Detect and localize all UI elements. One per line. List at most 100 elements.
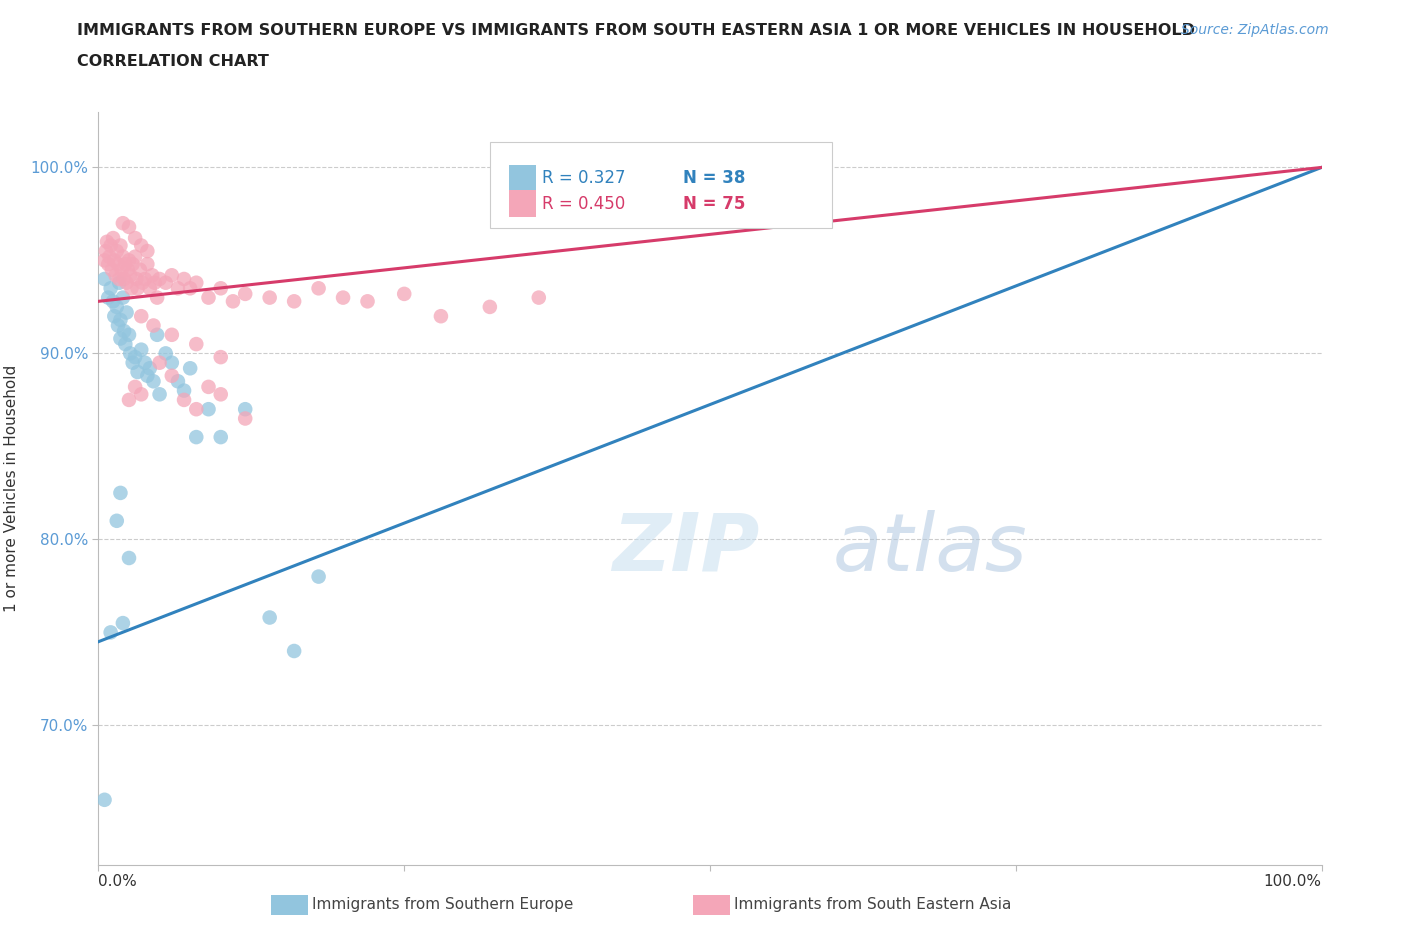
Point: [108, 272, 131, 286]
Point: [186, 275, 208, 290]
Point: [146, 290, 169, 305]
Point: [173, 392, 195, 407]
Point: [103, 253, 125, 268]
Point: [129, 387, 152, 402]
Point: [97, 257, 120, 272]
Point: [160, 327, 183, 342]
Point: [112, 324, 135, 339]
Point: [173, 272, 195, 286]
Text: R = 0.450: R = 0.450: [543, 194, 626, 212]
Point: [129, 309, 152, 324]
Point: [142, 318, 165, 333]
Point: [93, 792, 115, 807]
Point: [222, 294, 245, 309]
Point: [134, 355, 156, 370]
Point: [209, 387, 232, 402]
Point: [93, 272, 115, 286]
Text: ZIP: ZIP: [612, 510, 759, 588]
Point: [93, 253, 115, 268]
Point: [134, 272, 156, 286]
Point: [392, 286, 416, 301]
Point: [97, 290, 120, 305]
Text: R = 0.327: R = 0.327: [543, 169, 626, 187]
Point: [110, 331, 132, 346]
Point: [259, 290, 281, 305]
Point: [120, 268, 142, 283]
Text: 0.0%: 0.0%: [98, 874, 138, 889]
Text: Immigrants from Southern Europe: Immigrants from Southern Europe: [312, 897, 574, 912]
Point: [96, 234, 118, 249]
Text: Source: ZipAtlas.com: Source: ZipAtlas.com: [1181, 23, 1329, 37]
Point: [233, 286, 256, 301]
Text: N = 75: N = 75: [683, 194, 745, 212]
Point: [118, 551, 141, 565]
Point: [142, 374, 165, 389]
Point: [121, 355, 143, 370]
Point: [111, 616, 134, 631]
Point: [186, 337, 208, 352]
Point: [100, 238, 122, 253]
Point: [160, 355, 183, 370]
Point: [141, 268, 163, 283]
Point: [186, 402, 208, 417]
Point: [332, 290, 354, 305]
Point: [111, 216, 134, 231]
Point: [186, 430, 208, 445]
Text: Immigrants from South Eastern Asia: Immigrants from South Eastern Asia: [734, 897, 1011, 912]
Point: [430, 309, 453, 324]
Point: [101, 231, 124, 246]
Point: [127, 281, 149, 296]
Point: [105, 244, 128, 259]
FancyBboxPatch shape: [489, 141, 832, 229]
Point: [149, 387, 172, 402]
Point: [108, 275, 131, 290]
Point: [197, 402, 219, 417]
Point: [129, 238, 152, 253]
Point: [100, 625, 122, 640]
Point: [110, 485, 132, 500]
Text: atlas: atlas: [832, 510, 1028, 588]
Point: [139, 361, 162, 376]
Point: [107, 257, 129, 272]
Point: [259, 610, 281, 625]
Point: [124, 231, 146, 246]
Point: [308, 569, 330, 584]
Point: [167, 281, 190, 296]
Point: [129, 262, 152, 277]
Point: [125, 272, 148, 286]
Point: [136, 257, 159, 272]
Point: [114, 337, 136, 352]
Point: [120, 346, 142, 361]
Point: [356, 294, 378, 309]
Point: [179, 281, 201, 296]
Point: [115, 275, 138, 290]
Point: [149, 355, 172, 370]
Point: [120, 281, 142, 296]
FancyBboxPatch shape: [509, 190, 536, 217]
Point: [107, 318, 129, 333]
Text: N = 38: N = 38: [683, 169, 745, 187]
Point: [118, 392, 141, 407]
Point: [100, 281, 122, 296]
FancyBboxPatch shape: [509, 166, 536, 193]
Point: [124, 249, 146, 264]
Text: 100.0%: 100.0%: [1264, 874, 1322, 889]
Point: [110, 238, 132, 253]
Point: [146, 327, 169, 342]
Point: [101, 262, 124, 277]
Point: [105, 299, 128, 314]
Point: [179, 361, 201, 376]
Point: [111, 262, 134, 277]
Text: CORRELATION CHART: CORRELATION CHART: [77, 54, 269, 69]
Point: [111, 290, 134, 305]
Point: [121, 257, 143, 272]
Point: [98, 249, 121, 264]
Point: [127, 365, 149, 379]
Point: [124, 350, 146, 365]
Point: [111, 249, 134, 264]
Point: [118, 219, 141, 234]
Point: [124, 379, 146, 394]
Point: [94, 244, 117, 259]
Point: [118, 327, 141, 342]
Point: [118, 253, 141, 268]
